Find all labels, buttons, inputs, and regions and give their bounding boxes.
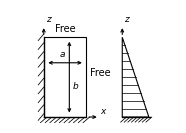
Text: z: z [124, 15, 129, 24]
Text: z: z [46, 15, 51, 24]
Bar [44, 37, 86, 117]
Text: x: x [100, 107, 106, 116]
Text: Free: Free [55, 24, 75, 34]
Text: Free: Free [90, 68, 110, 78]
Text: b: b [73, 82, 78, 91]
Text: a: a [60, 50, 65, 59]
